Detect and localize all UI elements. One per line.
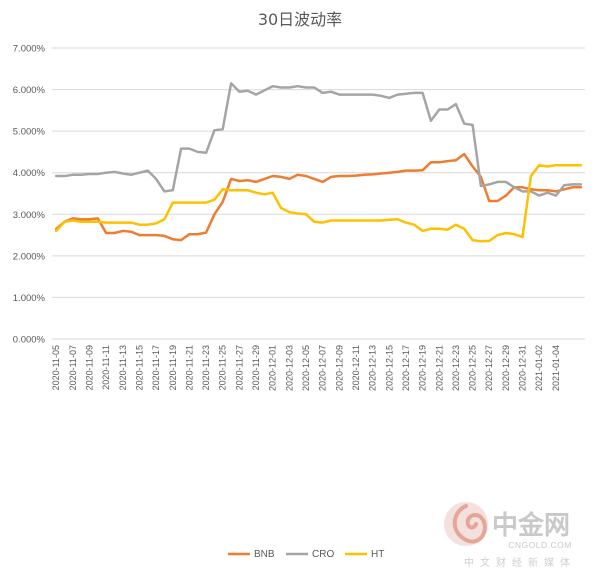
x-tick-label: 2020-11-15 — [134, 345, 144, 390]
x-tick-label: 2020-12-11 — [351, 345, 361, 390]
y-axis: 0.000% 1.000% 2.000% 3.000% 4.000% 5.000% 6.00… — [13, 44, 46, 346]
y-tick-label: 3.000% — [13, 210, 46, 221]
x-tick-label: 2020-11-25 — [218, 345, 228, 390]
x-tick-label: 2020-12-23 — [451, 345, 461, 391]
series-line-cro — [54, 82, 583, 197]
x-tick-label: 2021-01-04 — [551, 345, 561, 391]
watermark-domain: CNGOLD.COM — [508, 540, 572, 550]
x-tick-label: 2020-12-15 — [384, 345, 394, 391]
x-tick-label: 2020-12-09 — [334, 345, 344, 391]
x-tick-label: 2020-11-11 — [101, 345, 111, 390]
x-tick-label: 2020-12-05 — [301, 345, 311, 391]
x-tick-label: 2020-12-17 — [401, 345, 411, 391]
x-tick-label: 2020-12-19 — [418, 345, 428, 391]
x-axis: 2020-11-05 2020-11-07 2020-11-09 2020-11-11… — [51, 345, 561, 391]
x-tick-label: 2021-01-02 — [534, 345, 544, 391]
series-line-ht — [54, 163, 583, 243]
y-tick-label: 0.000% — [13, 335, 46, 346]
x-tick-label: 2020-12-13 — [368, 345, 378, 391]
x-tick-label: 2020-11-27 — [234, 345, 244, 390]
chart-title: 30日波动率 — [258, 10, 342, 29]
watermark-logo-icon — [444, 502, 488, 546]
y-tick-label: 5.000% — [13, 127, 46, 138]
legend-label-cro: CRO — [312, 549, 334, 560]
y-tick-label: 4.000% — [13, 168, 46, 179]
watermark-subtitle: 中文财经新媒体 — [464, 556, 576, 569]
x-tick-label: 2020-11-29 — [251, 345, 261, 390]
y-tick-label: 6.000% — [13, 85, 46, 96]
y-tick-label: 7.000% — [13, 44, 46, 55]
x-tick-label: 2020-11-19 — [168, 345, 178, 390]
x-tick-label: 2020-11-13 — [118, 345, 128, 390]
series-line-bnb — [54, 152, 583, 242]
watermark-brand: 中金网 — [492, 510, 570, 541]
x-tick-label: 2020-12-25 — [468, 345, 478, 391]
x-tick-label: 2020-12-07 — [318, 345, 328, 391]
y-tick-label: 2.000% — [13, 251, 46, 262]
legend-label-bnb: BNB — [254, 549, 275, 560]
y-tick-label: 1.000% — [13, 293, 46, 304]
x-tick-label: 2020-12-01 — [268, 345, 278, 391]
x-tick-label: 2020-12-03 — [284, 345, 294, 391]
x-tick-label: 2020-11-09 — [84, 345, 94, 390]
x-tick-label: 2020-12-21 — [434, 345, 444, 391]
x-tick-label: 2020-11-23 — [201, 345, 211, 390]
watermark: 中金网 CNGOLD.COM 中文财经新媒体 — [444, 502, 576, 569]
legend: BNB CRO HT — [228, 549, 384, 560]
x-tick-label: 2020-11-07 — [68, 345, 78, 390]
x-tick-label: 2020-11-17 — [151, 345, 161, 390]
x-tick-label: 2020-12-27 — [484, 345, 494, 391]
x-tick-label: 2020-11-05 — [51, 345, 61, 390]
series-lines — [54, 82, 583, 243]
legend-label-ht: HT — [371, 549, 384, 560]
x-tick-label: 2020-12-31 — [518, 345, 528, 391]
x-tick-label: 2020-12-29 — [501, 345, 511, 391]
x-tick-label: 2020-11-21 — [184, 345, 194, 390]
